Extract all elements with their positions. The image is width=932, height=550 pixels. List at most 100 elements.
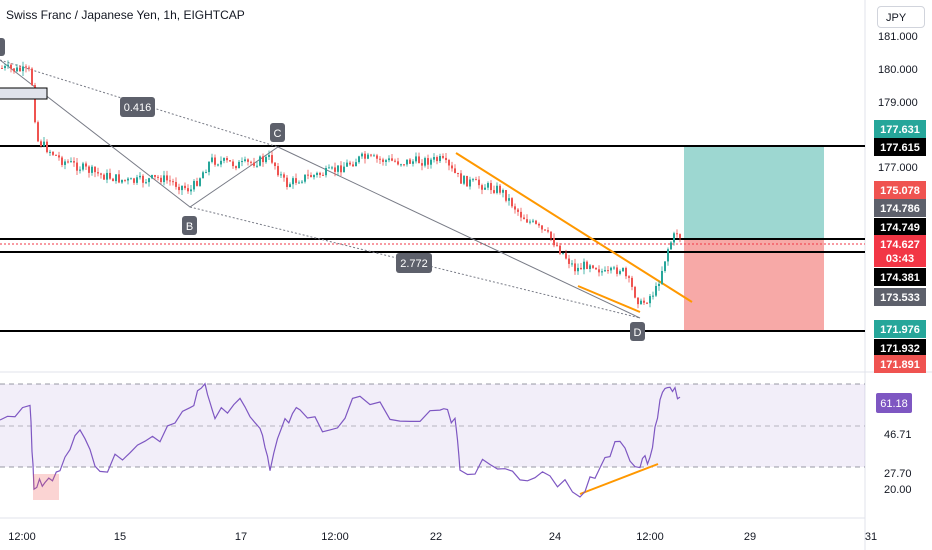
wedge-upper-trendline[interactable] bbox=[455, 152, 693, 303]
point-d-text: D bbox=[634, 327, 642, 339]
candle-body bbox=[4, 65, 6, 69]
time-tick-6: 12:00 bbox=[636, 531, 664, 543]
candle-body bbox=[187, 188, 189, 192]
candle-body bbox=[295, 178, 297, 183]
candle-body bbox=[388, 158, 390, 161]
candle-body bbox=[442, 155, 444, 158]
long-position-loss-zone[interactable] bbox=[684, 239, 824, 332]
candle-body bbox=[373, 155, 375, 157]
candle-body bbox=[280, 174, 282, 176]
candle-body bbox=[292, 178, 294, 185]
drawing-label-box[interactable] bbox=[0, 87, 48, 100]
candle-body bbox=[529, 221, 531, 223]
ratio-label-bd[interactable]: 2.772 bbox=[396, 253, 432, 273]
candle-body bbox=[466, 175, 468, 187]
candle-body bbox=[106, 172, 108, 180]
point-b-label[interactable]: B bbox=[182, 216, 197, 235]
candle-body bbox=[244, 159, 246, 162]
candle-body bbox=[493, 190, 495, 193]
candle-body bbox=[139, 175, 141, 178]
candle-body bbox=[490, 183, 492, 191]
rsi-band bbox=[0, 384, 865, 467]
price-label: 171.932 bbox=[874, 339, 926, 357]
pattern-point-x-marker[interactable] bbox=[0, 38, 5, 56]
candle-body bbox=[400, 164, 402, 166]
candle-body bbox=[151, 175, 153, 179]
candle-body bbox=[82, 163, 84, 170]
candle-body bbox=[553, 238, 555, 246]
candle-body bbox=[367, 154, 369, 159]
candle-body bbox=[49, 151, 51, 153]
svg-text:177.615: 177.615 bbox=[880, 142, 920, 154]
candle-body bbox=[22, 66, 24, 72]
candle-body bbox=[178, 186, 180, 191]
candle-body bbox=[661, 270, 663, 284]
candle-body bbox=[325, 168, 327, 176]
candle-body bbox=[667, 249, 669, 262]
candle-body bbox=[430, 159, 432, 165]
candle-body bbox=[97, 172, 99, 174]
candle-body bbox=[148, 178, 150, 183]
svg-text:174.627: 174.627 bbox=[880, 239, 920, 251]
candle-body bbox=[619, 271, 621, 274]
candle-body bbox=[331, 167, 333, 169]
svg-text:174.786: 174.786 bbox=[880, 203, 920, 215]
candle-body bbox=[385, 160, 387, 162]
candle-body bbox=[262, 156, 264, 163]
candle-body bbox=[589, 265, 591, 269]
candle-body bbox=[55, 154, 57, 156]
candle-body bbox=[172, 181, 174, 183]
candle-body bbox=[556, 245, 558, 247]
candle-body bbox=[415, 156, 417, 162]
candle-body bbox=[520, 211, 522, 218]
wedge-lower-trendline[interactable] bbox=[577, 285, 641, 313]
candle-body bbox=[193, 181, 195, 190]
candle-body bbox=[40, 141, 42, 147]
candle-body bbox=[13, 68, 15, 72]
candle-body bbox=[67, 161, 69, 163]
candle-body bbox=[76, 162, 78, 171]
candle-body bbox=[496, 185, 498, 193]
price-tick-177: 177.000 bbox=[878, 162, 918, 174]
candle-body bbox=[568, 258, 570, 264]
time-tick-1: 15 bbox=[114, 531, 126, 543]
candle-body bbox=[439, 155, 441, 162]
candle-body bbox=[250, 161, 252, 163]
symbol-title[interactable]: Swiss Franc / Japanese Yen, 1h, EIGHTCAP bbox=[6, 8, 245, 22]
candle-body bbox=[169, 180, 171, 182]
candle-body bbox=[124, 179, 126, 181]
harmonic-pattern-lines[interactable] bbox=[0, 59, 641, 319]
candle-body bbox=[283, 174, 285, 178]
candle-body bbox=[214, 157, 216, 165]
point-c-label[interactable]: C bbox=[270, 123, 285, 142]
candle-body bbox=[175, 181, 177, 187]
candle-body bbox=[427, 158, 429, 165]
time-tick-4: 22 bbox=[430, 531, 442, 543]
candle-body bbox=[133, 178, 135, 183]
ratio-text-2772: 2.772 bbox=[400, 258, 428, 270]
candle-body bbox=[319, 172, 321, 175]
point-d-label[interactable]: D bbox=[630, 322, 645, 341]
candle-body bbox=[595, 267, 597, 270]
candle-body bbox=[406, 159, 408, 165]
candle-body bbox=[184, 185, 186, 189]
long-position-profit-zone[interactable] bbox=[684, 146, 824, 239]
candle-body bbox=[310, 175, 312, 178]
rsi-divergence-line[interactable] bbox=[579, 463, 659, 495]
candle-body bbox=[61, 157, 63, 165]
price-label: 177.615 bbox=[874, 138, 926, 156]
candle-body bbox=[514, 206, 516, 210]
candle-body bbox=[433, 157, 435, 160]
candle-body bbox=[376, 155, 378, 159]
candle-body bbox=[397, 161, 399, 165]
svg-text:175.078: 175.078 bbox=[880, 185, 920, 197]
ratio-label-xc[interactable]: 0.416 bbox=[120, 97, 155, 117]
price-label: 171.976 bbox=[874, 320, 926, 338]
candle-body bbox=[232, 161, 234, 167]
currency-selector[interactable]: JPY bbox=[877, 6, 925, 28]
candle-body bbox=[229, 160, 231, 162]
candle-body bbox=[253, 162, 255, 166]
candle-body bbox=[205, 172, 207, 174]
svg-text:174.381: 174.381 bbox=[880, 272, 920, 284]
